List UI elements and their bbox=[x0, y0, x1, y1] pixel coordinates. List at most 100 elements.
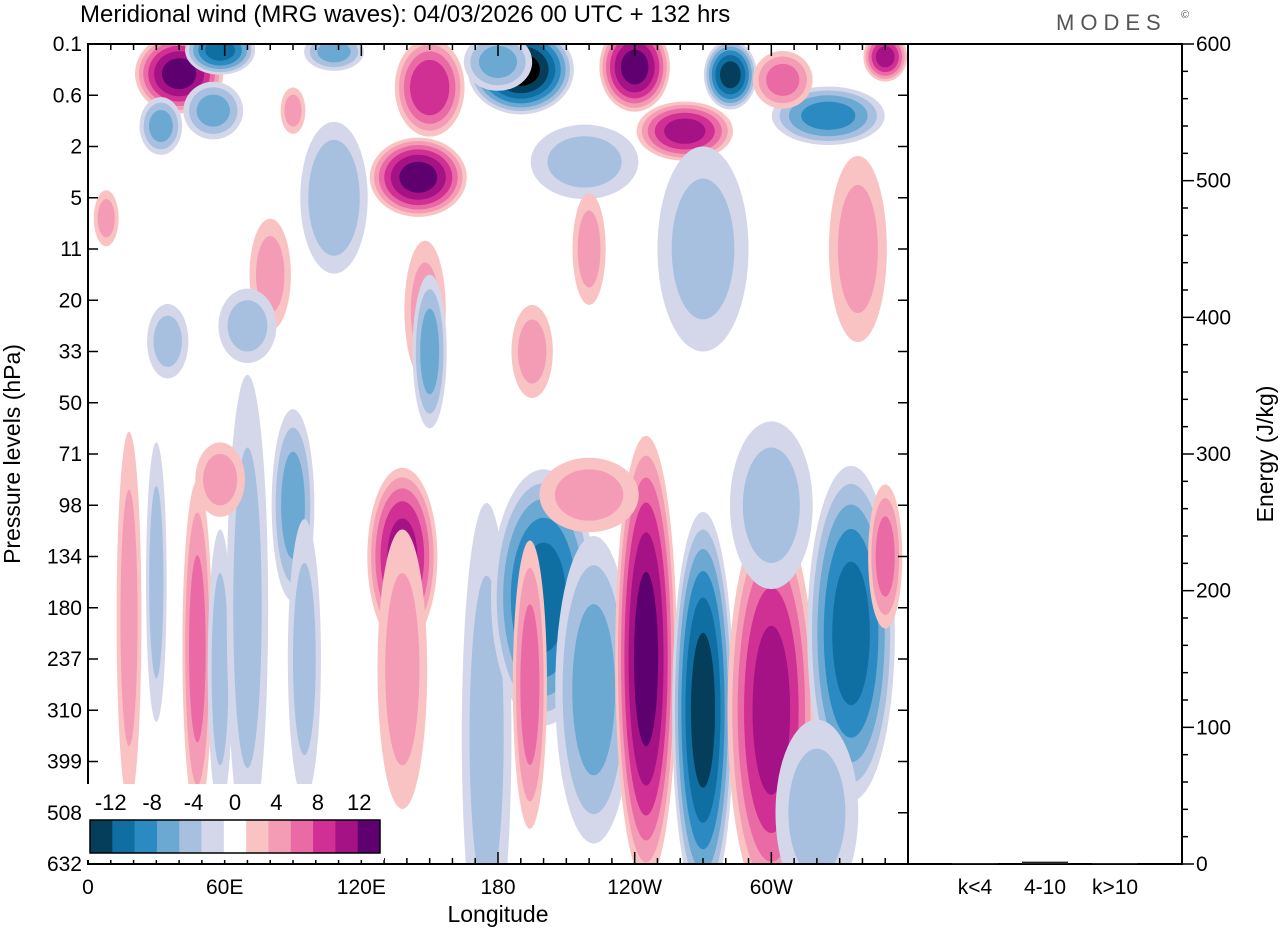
contour-band bbox=[189, 555, 206, 743]
figure-title: Meridional wind (MRG waves): 04/03/2026 … bbox=[80, 1, 730, 28]
y-tick-label: 399 bbox=[47, 751, 82, 774]
colorbar-label: -8 bbox=[142, 790, 162, 815]
colorbar-label: 12 bbox=[347, 790, 371, 815]
energy-tick-label: 100 bbox=[1196, 716, 1231, 739]
wind-anomaly-cell bbox=[182, 480, 213, 817]
contour-band bbox=[211, 573, 229, 766]
contour-band bbox=[385, 573, 420, 766]
contour-band bbox=[120, 489, 138, 747]
y-tick-label: 98 bbox=[59, 494, 82, 517]
contour-band bbox=[634, 571, 659, 747]
contour-band bbox=[420, 308, 440, 395]
wind-anomaly-cell bbox=[226, 374, 269, 841]
y-tick-label: 33 bbox=[59, 341, 82, 364]
wind-anomaly-cell bbox=[369, 137, 467, 217]
wind-anomaly-cell bbox=[657, 146, 749, 352]
energy-axes: 0 100 200 300 400 500 600 k<4 4-10 k>10 bbox=[952, 33, 1231, 899]
colorbar-swatch bbox=[290, 820, 314, 853]
energy-category-label: k<4 bbox=[958, 876, 993, 899]
y-tick-label: 0.6 bbox=[53, 84, 82, 107]
contour-band bbox=[801, 101, 856, 130]
energy-axis-label: Energy (J/kg) bbox=[1252, 386, 1278, 523]
colorbar-swatch bbox=[201, 820, 225, 853]
energy-tick-label: 200 bbox=[1196, 580, 1231, 603]
contour-band bbox=[577, 210, 601, 288]
wind-anomaly-cell bbox=[412, 274, 447, 429]
wind-anomaly-cell bbox=[775, 719, 859, 864]
energy-tick-label: 0 bbox=[1196, 853, 1208, 876]
wind-anomaly-cell bbox=[615, 435, 677, 864]
y-tick-label: 632 bbox=[47, 853, 82, 876]
contour-band bbox=[517, 319, 547, 384]
contour-band bbox=[752, 625, 791, 795]
wind-contour-field bbox=[93, 44, 908, 864]
colorbar-swatch bbox=[179, 820, 202, 853]
wind-anomaly-cell bbox=[185, 44, 256, 75]
wind-anomaly-cell bbox=[463, 44, 533, 91]
contour-band bbox=[572, 604, 616, 776]
wind-anomaly-cell bbox=[287, 519, 321, 799]
colorbar-swatch bbox=[90, 820, 113, 853]
energy-tick-label: 600 bbox=[1196, 33, 1231, 56]
energy-category-label: 4-10 bbox=[1024, 876, 1066, 899]
contour-band bbox=[875, 46, 895, 68]
contour-band bbox=[766, 63, 800, 96]
y-axis-label: Pressure levels (hPa) bbox=[0, 344, 25, 564]
wind-anomaly-cell bbox=[863, 44, 908, 82]
contour-band bbox=[233, 447, 262, 769]
wind-anomaly-cell bbox=[280, 87, 306, 134]
contour-band bbox=[832, 561, 870, 706]
wind-anomaly-cell bbox=[511, 304, 553, 399]
colorbar-swatch bbox=[223, 820, 247, 853]
colorbar-swatch bbox=[313, 820, 336, 853]
y-tick-label: 237 bbox=[47, 648, 82, 671]
wind-anomaly-cell bbox=[116, 431, 142, 805]
contour-band bbox=[148, 109, 173, 143]
colorbar-swatch bbox=[357, 820, 381, 853]
wind-anomaly-cell bbox=[195, 442, 245, 517]
colorbar-swatch bbox=[246, 820, 269, 853]
contour-band bbox=[664, 118, 706, 144]
brand-mark: © bbox=[1181, 9, 1189, 21]
y-tick-label: 180 bbox=[47, 597, 82, 620]
wind-anomaly-cell bbox=[304, 44, 364, 71]
colorbar-swatch bbox=[156, 820, 180, 853]
contour-band bbox=[520, 604, 540, 765]
colorbar-label: -4 bbox=[184, 790, 204, 815]
energy-tick-label: 500 bbox=[1196, 170, 1231, 193]
y-tick-label: 20 bbox=[59, 289, 82, 312]
contour-band bbox=[317, 44, 351, 63]
wind-anomaly-cell bbox=[599, 44, 670, 112]
wind-anomaly-cell bbox=[572, 193, 606, 305]
wind-anomaly-cell bbox=[218, 288, 277, 364]
y-tick-label: 50 bbox=[59, 392, 82, 415]
contour-band bbox=[196, 94, 230, 127]
contour-band bbox=[284, 94, 302, 127]
x-tick-label: 60W bbox=[750, 876, 793, 899]
contour-band bbox=[97, 199, 115, 238]
wind-anomaly-cell bbox=[828, 155, 887, 343]
wind-anomaly-cell bbox=[183, 81, 244, 140]
y-tick-label: 11 bbox=[60, 238, 82, 261]
heatmap-axes: 0.1 0.6 2 5 11 20 33 50 71 98 134 180 237 310 399 508 63… bbox=[47, 33, 909, 899]
colorbar-label: -12 bbox=[95, 790, 127, 815]
y-tick-label: 508 bbox=[47, 802, 82, 825]
y-tick-label: 310 bbox=[47, 699, 82, 722]
y-tick-label: 134 bbox=[47, 546, 82, 569]
y-tick-label: 2 bbox=[70, 136, 82, 159]
x-tick-label: 120W bbox=[607, 876, 662, 899]
x-tick-label: 60E bbox=[206, 876, 243, 899]
wind-anomaly-cell bbox=[807, 465, 895, 801]
colorbar-label: 8 bbox=[312, 790, 324, 815]
contour-band bbox=[292, 562, 316, 756]
wind-anomaly-cell bbox=[145, 442, 167, 722]
y-tick-label: 5 bbox=[70, 187, 82, 210]
y-tick-label: 71 bbox=[59, 443, 82, 466]
contour-band bbox=[788, 748, 846, 864]
colorbar-frame bbox=[89, 819, 381, 854]
wind-anomaly-cell bbox=[703, 44, 757, 110]
colorbar-swatch bbox=[268, 820, 292, 853]
x-tick-label: 120E bbox=[337, 876, 386, 899]
x-axis-label: Longitude bbox=[447, 901, 548, 927]
